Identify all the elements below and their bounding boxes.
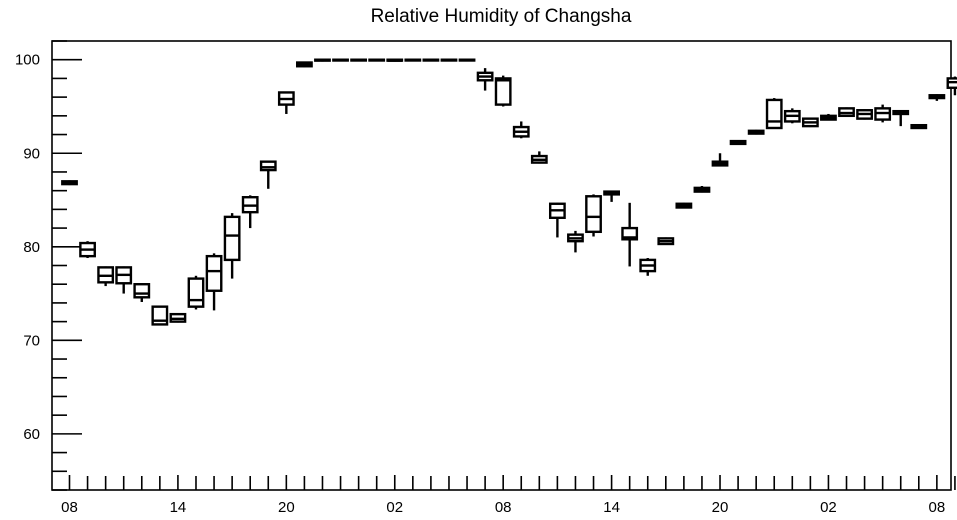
y-tick-label: 70	[23, 332, 40, 349]
box-5	[151, 305, 169, 326]
iqr-box	[223, 215, 241, 262]
box-27	[548, 202, 566, 238]
box-39	[765, 98, 783, 130]
box-24	[494, 75, 512, 107]
iqr-box	[133, 283, 151, 299]
y-tick-label: 60	[23, 426, 40, 443]
box-series	[61, 58, 957, 326]
y-axis: 60 70 80 90 100	[15, 40, 82, 491]
box-19	[404, 58, 422, 62]
box-29	[585, 194, 602, 237]
iqr-box	[259, 160, 277, 172]
iqr-box	[205, 254, 223, 292]
box-37	[729, 139, 747, 146]
x-tick-label: 08	[495, 499, 512, 516]
x-tick-label: 14	[170, 499, 187, 516]
box-46	[892, 109, 910, 127]
box-43	[838, 107, 855, 118]
box-17	[368, 58, 386, 62]
box-23	[476, 68, 494, 91]
box-38	[747, 129, 765, 135]
box-25	[512, 121, 530, 139]
y-tick-label: 100	[15, 52, 40, 69]
plot-border	[51, 40, 952, 491]
x-axis: 08 14 20 02 08 14 20 02 08	[61, 475, 956, 516]
chart-title: Relative Humidity of Changsha	[371, 6, 632, 27]
x-tick-label: 08	[929, 499, 946, 516]
box-2	[97, 266, 115, 287]
box-22	[458, 58, 476, 62]
box-12	[277, 91, 295, 114]
plot-frame	[51, 40, 952, 491]
y-tick-label: 90	[23, 145, 40, 162]
box-21	[440, 58, 458, 62]
iqr-box	[765, 98, 783, 130]
box-45	[874, 104, 892, 123]
box-41	[801, 117, 819, 128]
box-0	[61, 180, 78, 186]
box-42	[820, 113, 837, 121]
box-33	[657, 237, 675, 246]
box-13	[296, 61, 313, 68]
box-18	[386, 58, 404, 62]
box-34	[675, 202, 693, 209]
box-9	[223, 213, 241, 279]
box-10	[241, 195, 259, 229]
x-tick-label: 02	[386, 499, 403, 516]
box-30	[603, 190, 621, 202]
iqr-box	[585, 195, 602, 234]
box-31	[621, 202, 639, 267]
box-44	[856, 109, 873, 120]
y-tick-label: 80	[23, 239, 40, 256]
box-20	[422, 58, 440, 62]
box-14	[314, 58, 331, 62]
box-8	[205, 253, 223, 311]
x-tick-label: 20	[712, 499, 729, 516]
box-32	[639, 258, 657, 276]
box-49	[946, 76, 957, 96]
box-11	[259, 160, 277, 189]
x-tick-label: 02	[820, 499, 837, 516]
box-1	[79, 241, 96, 259]
box-36	[711, 153, 729, 167]
box-15	[332, 58, 349, 62]
x-tick-label: 14	[603, 499, 620, 516]
box-16	[350, 58, 368, 62]
x-tick-label: 20	[278, 499, 295, 516]
box-40	[783, 108, 801, 124]
box-35	[693, 185, 711, 193]
box-28	[567, 230, 584, 253]
box-47	[910, 123, 928, 130]
box-48	[928, 94, 946, 101]
x-tick-label: 08	[61, 499, 78, 516]
box-4	[133, 283, 151, 302]
box-7	[187, 275, 205, 310]
iqr-box	[187, 277, 205, 308]
box-6	[169, 312, 187, 323]
box-3	[115, 266, 133, 294]
iqr-box	[621, 226, 639, 241]
iqr-box	[494, 77, 512, 106]
box-26	[530, 151, 548, 164]
